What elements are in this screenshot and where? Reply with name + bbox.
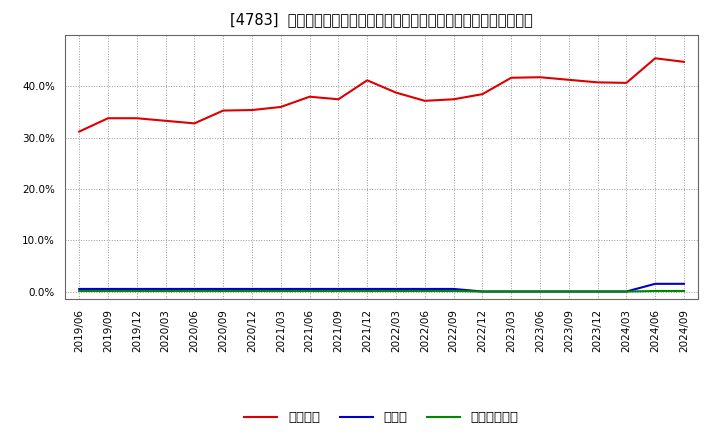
のれん xyxy=(161,286,170,292)
のれん xyxy=(420,286,429,292)
自己資本 xyxy=(276,104,285,110)
自己資本 xyxy=(334,97,343,102)
自己資本 xyxy=(536,75,544,80)
繰延税金資産 xyxy=(593,289,602,294)
Line: のれん: のれん xyxy=(79,284,684,292)
繰延税金資産 xyxy=(75,288,84,293)
Title: [4783]  自己資本、のれん、繰延税金資産の総資産に対する比率の推移: [4783] 自己資本、のれん、繰延税金資産の総資産に対する比率の推移 xyxy=(230,12,533,27)
自己資本 xyxy=(651,55,660,61)
自己資本 xyxy=(680,59,688,65)
自己資本 xyxy=(478,92,487,97)
自己資本 xyxy=(248,107,256,113)
のれん xyxy=(622,289,631,294)
Legend: 自己資本, のれん, 繰延税金資産: 自己資本, のれん, 繰延税金資産 xyxy=(239,406,524,430)
Line: 自己資本: 自己資本 xyxy=(79,58,684,132)
繰延税金資産 xyxy=(219,288,228,293)
自己資本 xyxy=(622,80,631,85)
繰延税金資産 xyxy=(132,288,141,293)
自己資本 xyxy=(161,118,170,124)
のれん xyxy=(334,286,343,292)
繰延税金資産 xyxy=(363,288,372,293)
繰延税金資産 xyxy=(190,288,199,293)
のれん xyxy=(219,286,228,292)
繰延税金資産 xyxy=(334,288,343,293)
繰延税金資産 xyxy=(161,288,170,293)
のれん xyxy=(305,286,314,292)
自己資本 xyxy=(363,78,372,83)
繰延税金資産 xyxy=(507,289,516,294)
繰延税金資産 xyxy=(536,289,544,294)
繰延税金資産 xyxy=(651,288,660,293)
のれん xyxy=(392,286,400,292)
のれん xyxy=(75,286,84,292)
のれん xyxy=(449,286,458,292)
自己資本 xyxy=(132,116,141,121)
のれん xyxy=(276,286,285,292)
のれん xyxy=(651,281,660,286)
繰延税金資産 xyxy=(392,288,400,293)
繰延税金資産 xyxy=(680,288,688,293)
繰延税金資産 xyxy=(248,288,256,293)
自己資本 xyxy=(392,90,400,95)
のれん xyxy=(564,289,573,294)
自己資本 xyxy=(305,94,314,99)
繰延税金資産 xyxy=(276,288,285,293)
のれん xyxy=(536,289,544,294)
のれん xyxy=(190,286,199,292)
自己資本 xyxy=(420,98,429,103)
のれん xyxy=(104,286,112,292)
のれん xyxy=(132,286,141,292)
自己資本 xyxy=(219,108,228,113)
自己資本 xyxy=(75,129,84,134)
繰延税金資産 xyxy=(305,288,314,293)
自己資本 xyxy=(507,75,516,81)
のれん xyxy=(507,289,516,294)
自己資本 xyxy=(593,80,602,85)
繰延税金資産 xyxy=(449,288,458,293)
のれん xyxy=(363,286,372,292)
繰延税金資産 xyxy=(622,289,631,294)
自己資本 xyxy=(564,77,573,82)
自己資本 xyxy=(104,116,112,121)
のれん xyxy=(680,281,688,286)
のれん xyxy=(593,289,602,294)
Line: 繰延税金資産: 繰延税金資産 xyxy=(79,291,684,292)
繰延税金資産 xyxy=(104,288,112,293)
繰延税金資産 xyxy=(420,288,429,293)
のれん xyxy=(478,289,487,294)
自己資本 xyxy=(190,121,199,126)
自己資本 xyxy=(449,97,458,102)
繰延税金資産 xyxy=(564,289,573,294)
のれん xyxy=(248,286,256,292)
繰延税金資産 xyxy=(478,289,487,294)
